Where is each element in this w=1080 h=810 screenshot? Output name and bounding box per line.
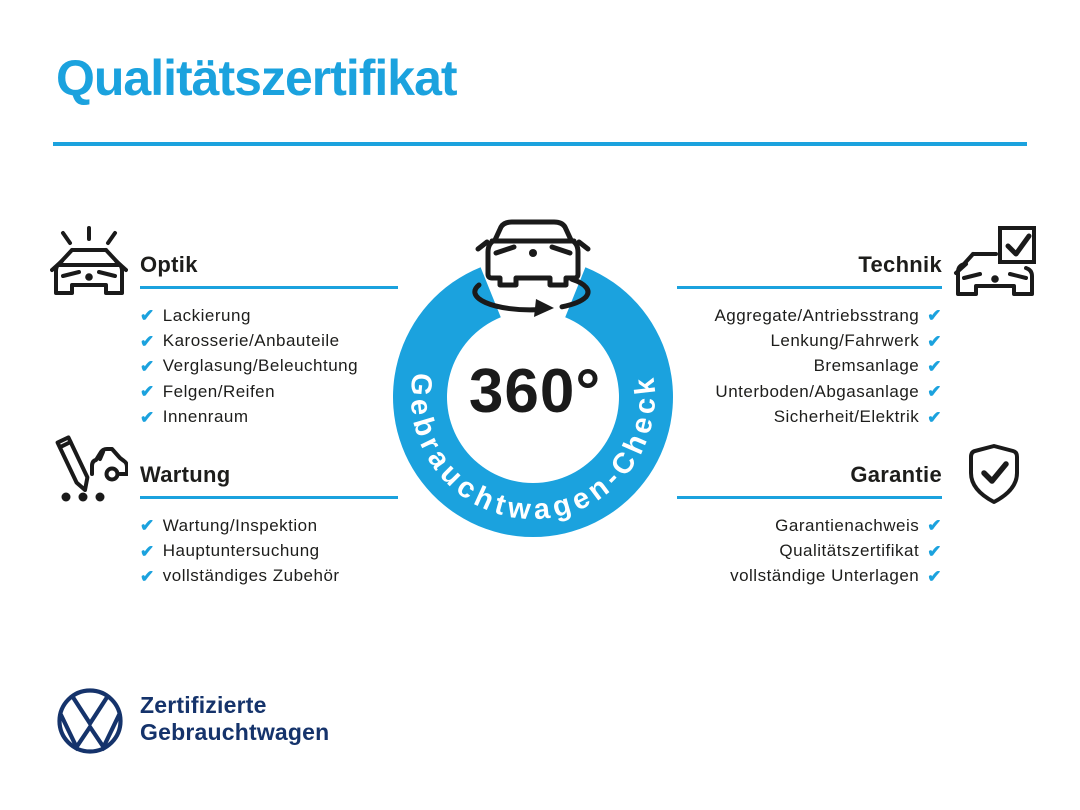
check-item-label: Garantienachweis bbox=[775, 515, 920, 535]
check-icon: ✔ bbox=[140, 306, 155, 326]
check-icon: ✔ bbox=[927, 356, 942, 376]
section-technik: Technik Aggregate/Antriebsstrang ✔ Lenkung… bbox=[677, 252, 942, 430]
check-icon: ✔ bbox=[927, 382, 942, 402]
section-rule-garantie bbox=[677, 496, 942, 499]
section-rule-optik bbox=[140, 286, 398, 289]
car-rotation-icon bbox=[472, 219, 591, 317]
check-item-label: Unterboden/Abgasanlage bbox=[715, 381, 920, 401]
check-item-label: Innenraum bbox=[162, 407, 249, 427]
check-item: ✔ Wartung/Inspektion bbox=[140, 513, 398, 538]
title-rule bbox=[53, 142, 1027, 146]
check-icon: ✔ bbox=[140, 331, 155, 351]
footer-line2: Gebrauchtwagen bbox=[140, 719, 330, 745]
check-icon: ✔ bbox=[927, 331, 942, 351]
page-title: Qualitätszertifikat bbox=[56, 50, 458, 106]
check-item-label: Wartung/Inspektion bbox=[162, 515, 318, 535]
ring-shape bbox=[393, 267, 673, 538]
check-item: Qualitätszertifikat ✔ bbox=[677, 538, 942, 563]
section-rule-technik bbox=[677, 286, 942, 289]
check-item: ✔ Innenraum bbox=[140, 405, 398, 430]
check-item-label: Qualitätszertifikat bbox=[779, 541, 920, 561]
360-check-ring: Gebrauchtwagen-Check 360° bbox=[393, 219, 673, 538]
check-item-label: Aggregate/Antriebsstrang bbox=[714, 305, 920, 325]
check-item: Lenkung/Fahrwerk ✔ bbox=[677, 328, 942, 353]
check-item: ✔ Lackierung bbox=[140, 303, 398, 328]
check-item: Unterboden/Abgasanlage ✔ bbox=[677, 379, 942, 404]
check-item-label: vollständiges Zubehör bbox=[162, 566, 340, 586]
pencil-car-icon bbox=[50, 434, 128, 506]
check-icon: ✔ bbox=[927, 306, 942, 326]
degree-label: 360° bbox=[469, 357, 601, 426]
check-item: ✔ Felgen/Reifen bbox=[140, 379, 398, 404]
check-item: Sicherheit/Elektrik ✔ bbox=[677, 405, 942, 430]
section-title-optik: Optik bbox=[140, 252, 198, 277]
check-item: ✔ vollständiges Zubehör bbox=[140, 564, 398, 589]
check-icon: ✔ bbox=[140, 407, 155, 427]
car-checkbox-icon bbox=[952, 224, 1038, 298]
check-icon: ✔ bbox=[140, 566, 155, 586]
check-item-label: Bremsanlage bbox=[813, 356, 920, 376]
wartung-items: ✔ Wartung/Inspektion ✔ Hauptuntersuchung ✔ vo… bbox=[140, 513, 398, 589]
vw-logo-icon bbox=[56, 687, 124, 755]
check-item-label: Hauptuntersuchung bbox=[162, 541, 320, 561]
optik-items: ✔ Lackierung ✔ Karosserie/Anbauteile ✔ Vergla… bbox=[140, 303, 398, 430]
check-item-label: Lenkung/Fahrwerk bbox=[770, 331, 920, 351]
section-title-technik: Technik bbox=[858, 252, 942, 277]
check-item: ✔ Hauptuntersuchung bbox=[140, 538, 398, 563]
footer-line1: Zertifizierte bbox=[140, 692, 267, 718]
section-wartung: Wartung ✔ Wartung/Inspektion ✔ Hauptuntersu… bbox=[140, 462, 398, 589]
check-icon: ✔ bbox=[927, 407, 942, 427]
check-item-label: Verglasung/Beleuchtung bbox=[162, 356, 359, 376]
check-item: Garantienachweis ✔ bbox=[677, 513, 942, 538]
check-item-label: vollständige Unterlagen bbox=[730, 566, 920, 586]
check-item-label: Karosserie/Anbauteile bbox=[162, 331, 340, 351]
check-item-label: Lackierung bbox=[162, 305, 251, 325]
footer-brand-text: Zertifizierte Gebrauchtwagen bbox=[140, 692, 329, 746]
shield-check-icon bbox=[963, 440, 1025, 508]
car-headlights-icon bbox=[50, 220, 128, 302]
section-garantie: Garantie Garantienachweis ✔ Qualitätszerti… bbox=[677, 462, 942, 589]
check-item: ✔ Karosserie/Anbauteile bbox=[140, 328, 398, 353]
garantie-items: Garantienachweis ✔ Qualitätszertifikat ✔ vol… bbox=[677, 513, 942, 589]
check-item: Aggregate/Antriebsstrang ✔ bbox=[677, 303, 942, 328]
section-rule-wartung bbox=[140, 496, 398, 499]
check-icon: ✔ bbox=[140, 382, 155, 402]
check-item: Bremsanlage ✔ bbox=[677, 354, 942, 379]
section-title-garantie: Garantie bbox=[850, 462, 942, 487]
check-icon: ✔ bbox=[927, 566, 942, 586]
check-item: ✔ Verglasung/Beleuchtung bbox=[140, 354, 398, 379]
check-item-label: Felgen/Reifen bbox=[162, 381, 276, 401]
technik-items: Aggregate/Antriebsstrang ✔ Lenkung/Fahrwer… bbox=[677, 303, 942, 430]
check-icon: ✔ bbox=[140, 541, 155, 561]
check-item-label: Sicherheit/Elektrik bbox=[773, 407, 920, 427]
check-item: vollständige Unterlagen ✔ bbox=[677, 564, 942, 589]
check-icon: ✔ bbox=[140, 356, 155, 376]
check-icon: ✔ bbox=[927, 516, 942, 536]
section-title-wartung: Wartung bbox=[140, 462, 231, 487]
section-optik: Optik ✔ Lackierung ✔ Karosserie/Anbauteile ✔… bbox=[140, 252, 398, 430]
check-icon: ✔ bbox=[140, 516, 155, 536]
check-icon: ✔ bbox=[927, 541, 942, 561]
